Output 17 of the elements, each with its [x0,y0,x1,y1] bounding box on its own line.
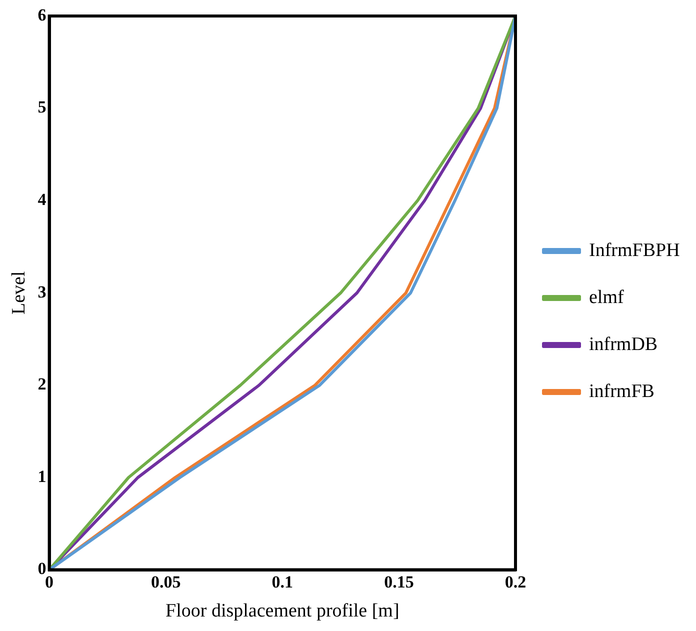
y-axis-title: Level [8,271,30,315]
x-tick-label: 0.15 [384,572,414,592]
x-tick-label: 0.1 [272,572,294,592]
legend-label: infrmDB [589,334,658,355]
y-tick-label: 4 [38,190,47,209]
x-tick-label: 0.2 [504,572,526,592]
y-tick-label: 5 [38,98,46,117]
legend-label: InfrmFBPH [589,240,680,261]
y-tick-label: 0 [38,559,46,578]
y-tick-label: 1 [38,466,46,486]
y-tick-label: 6 [38,5,46,24]
x-tick-label: 0.05 [150,572,181,592]
legend-label: infrmFB [589,380,654,402]
y-tick-label: 2 [38,374,46,394]
legend-label: elmf [589,286,624,308]
x-axis-title: Floor displacement profile [m] [166,600,400,622]
y-tick-label: 3 [38,282,46,302]
